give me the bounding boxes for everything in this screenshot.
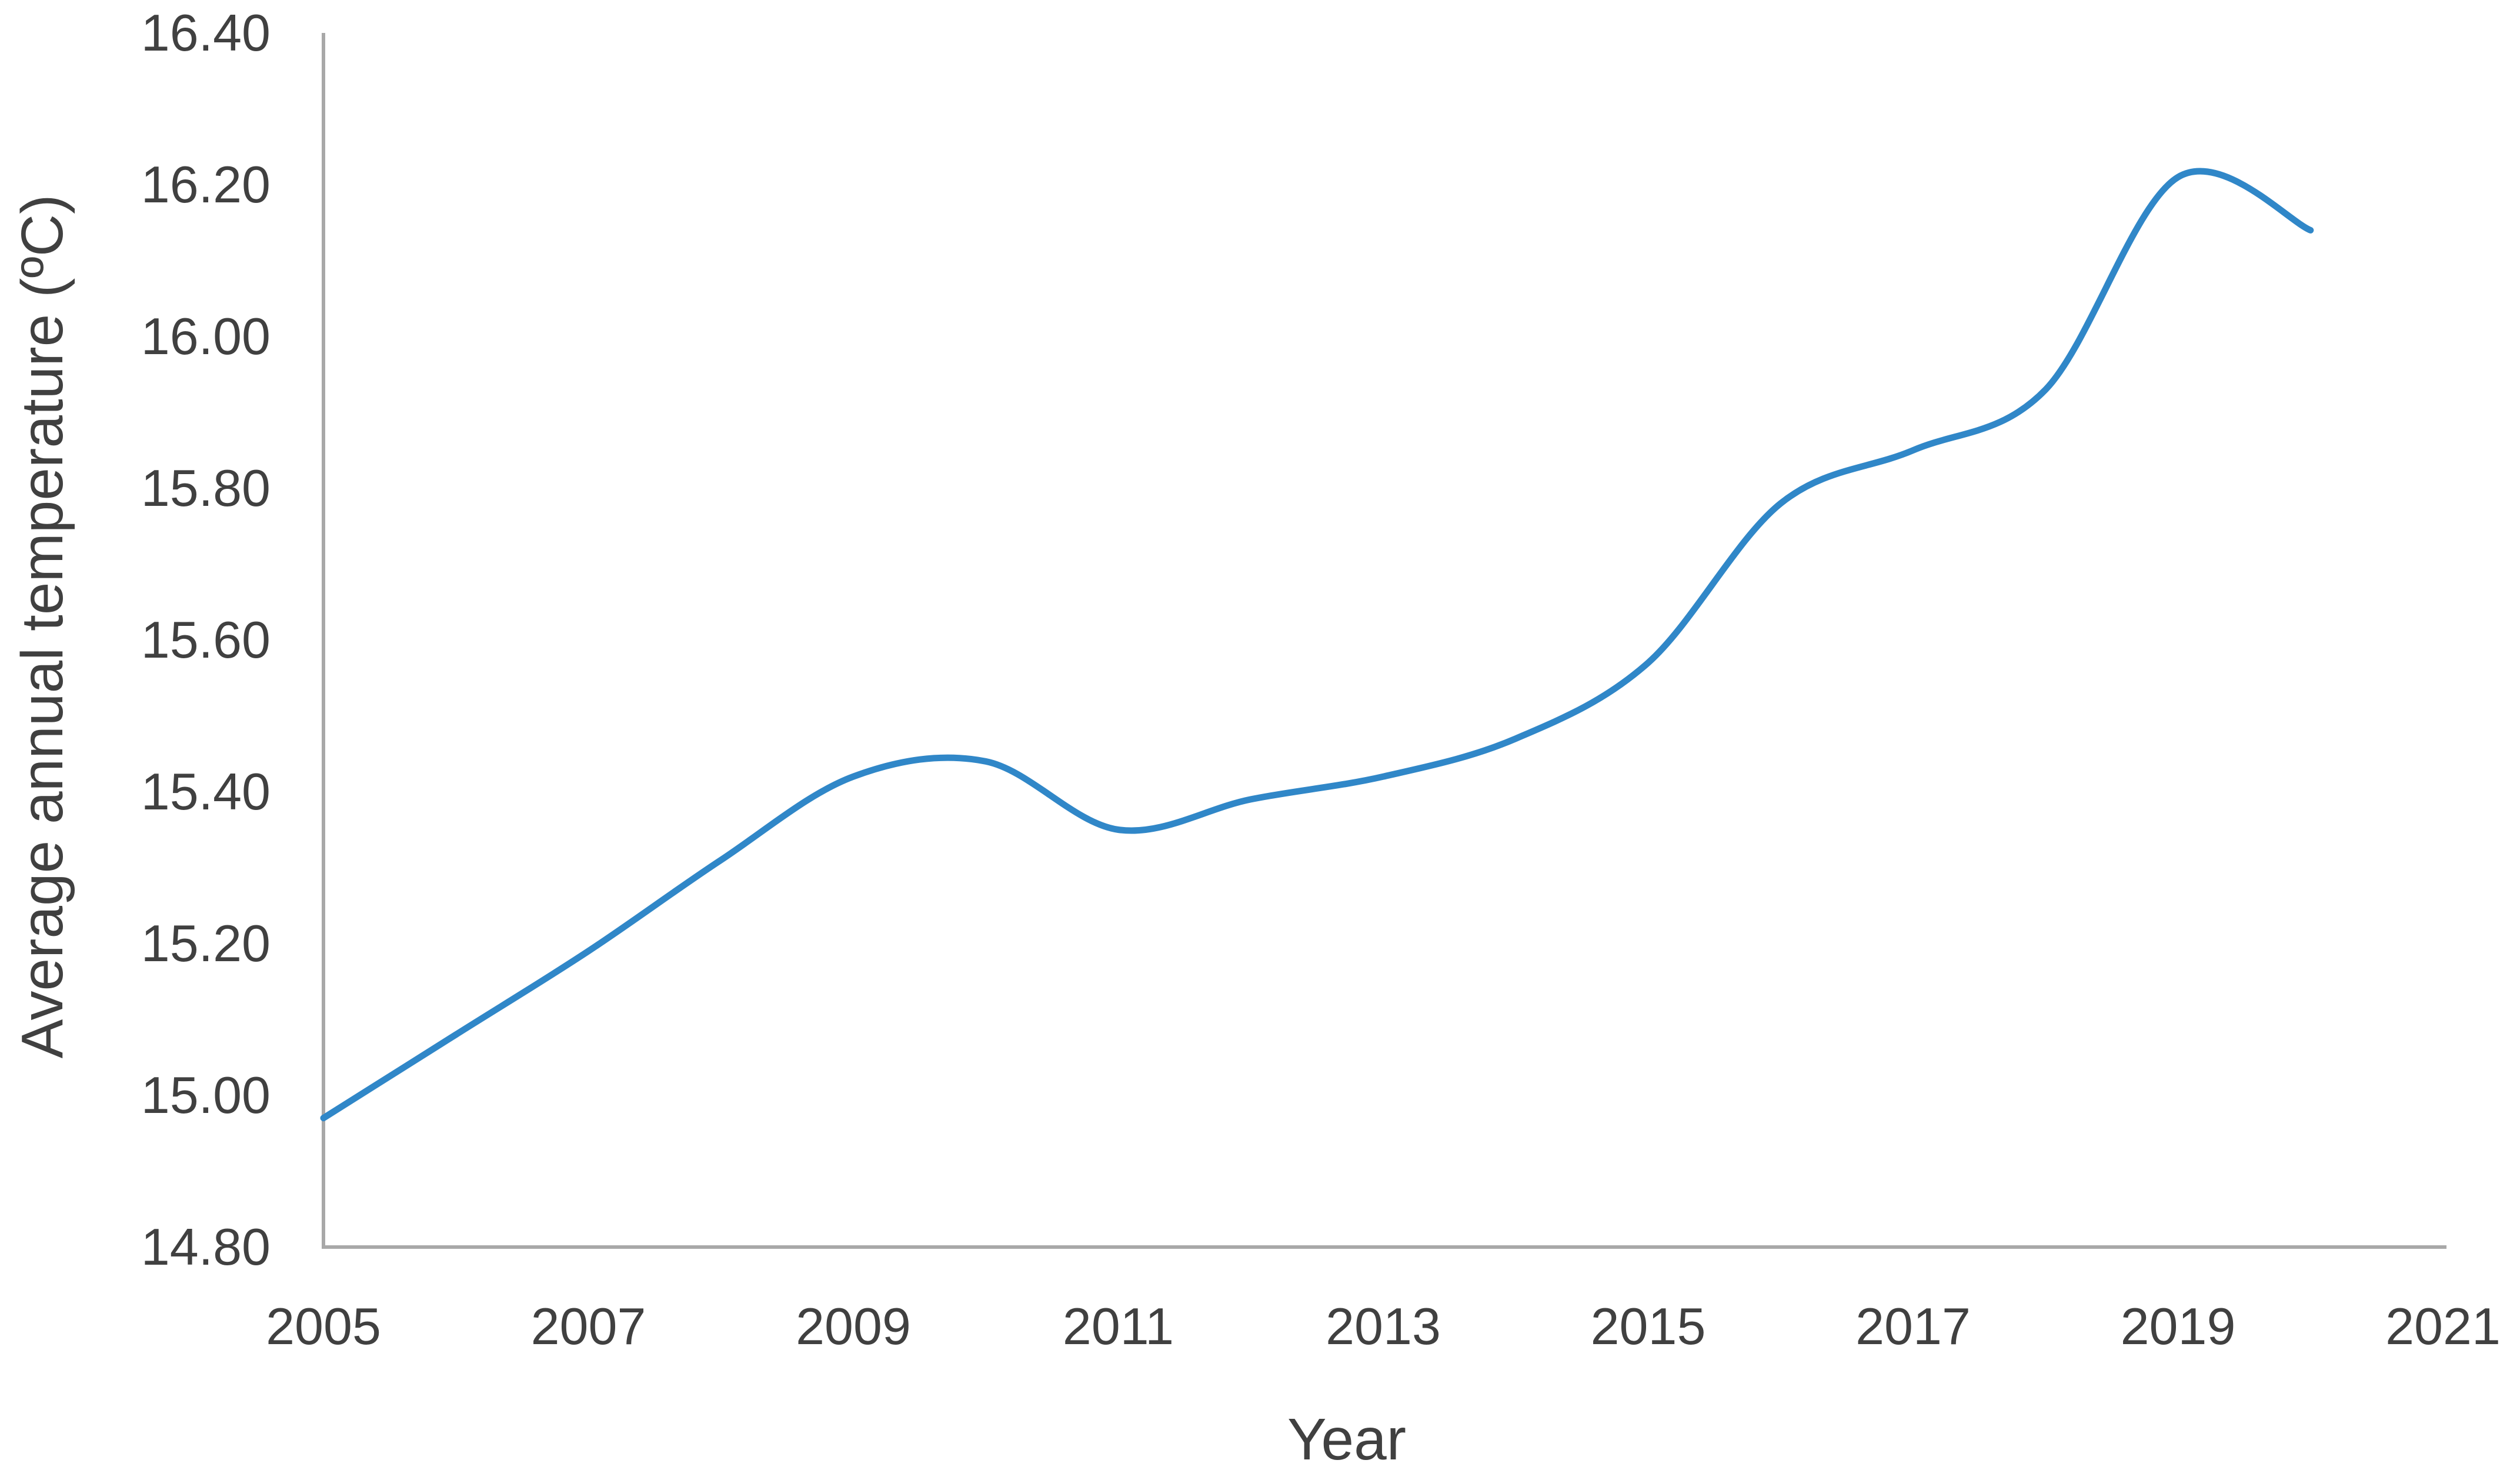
x-tick-label: 2017 xyxy=(1855,1297,1971,1355)
y-tick-label: 14.80 xyxy=(141,1218,271,1276)
x-tick-label: 2011 xyxy=(1062,1297,1174,1355)
x-axis-title: Year xyxy=(1287,1406,1407,1472)
y-tick-label: 16.00 xyxy=(141,307,271,365)
y-tick-label: 16.20 xyxy=(141,155,271,214)
x-tick-label: 2013 xyxy=(1326,1297,1441,1355)
x-tick-label: 2005 xyxy=(266,1297,381,1355)
x-tick-label: 2007 xyxy=(530,1297,646,1355)
temperature-series-line xyxy=(320,168,2314,1122)
x-tick-label: 2019 xyxy=(2120,1297,2236,1355)
y-axis-title: Average annual temperature (ºC) xyxy=(9,194,75,1059)
x-tick-label: 2009 xyxy=(796,1297,911,1355)
x-tick-label: 2015 xyxy=(1590,1297,1706,1355)
y-tick-label: 16.40 xyxy=(141,4,271,62)
y-tick-label: 15.60 xyxy=(141,611,271,669)
y-tick-label: 15.20 xyxy=(141,914,271,972)
x-tick-label: 2021 xyxy=(2385,1297,2501,1355)
y-tick-label: 15.00 xyxy=(141,1066,271,1124)
y-tick-label: 15.80 xyxy=(141,459,271,517)
y-tick-label: 15.40 xyxy=(141,762,271,821)
axis-lines xyxy=(322,33,2446,1249)
